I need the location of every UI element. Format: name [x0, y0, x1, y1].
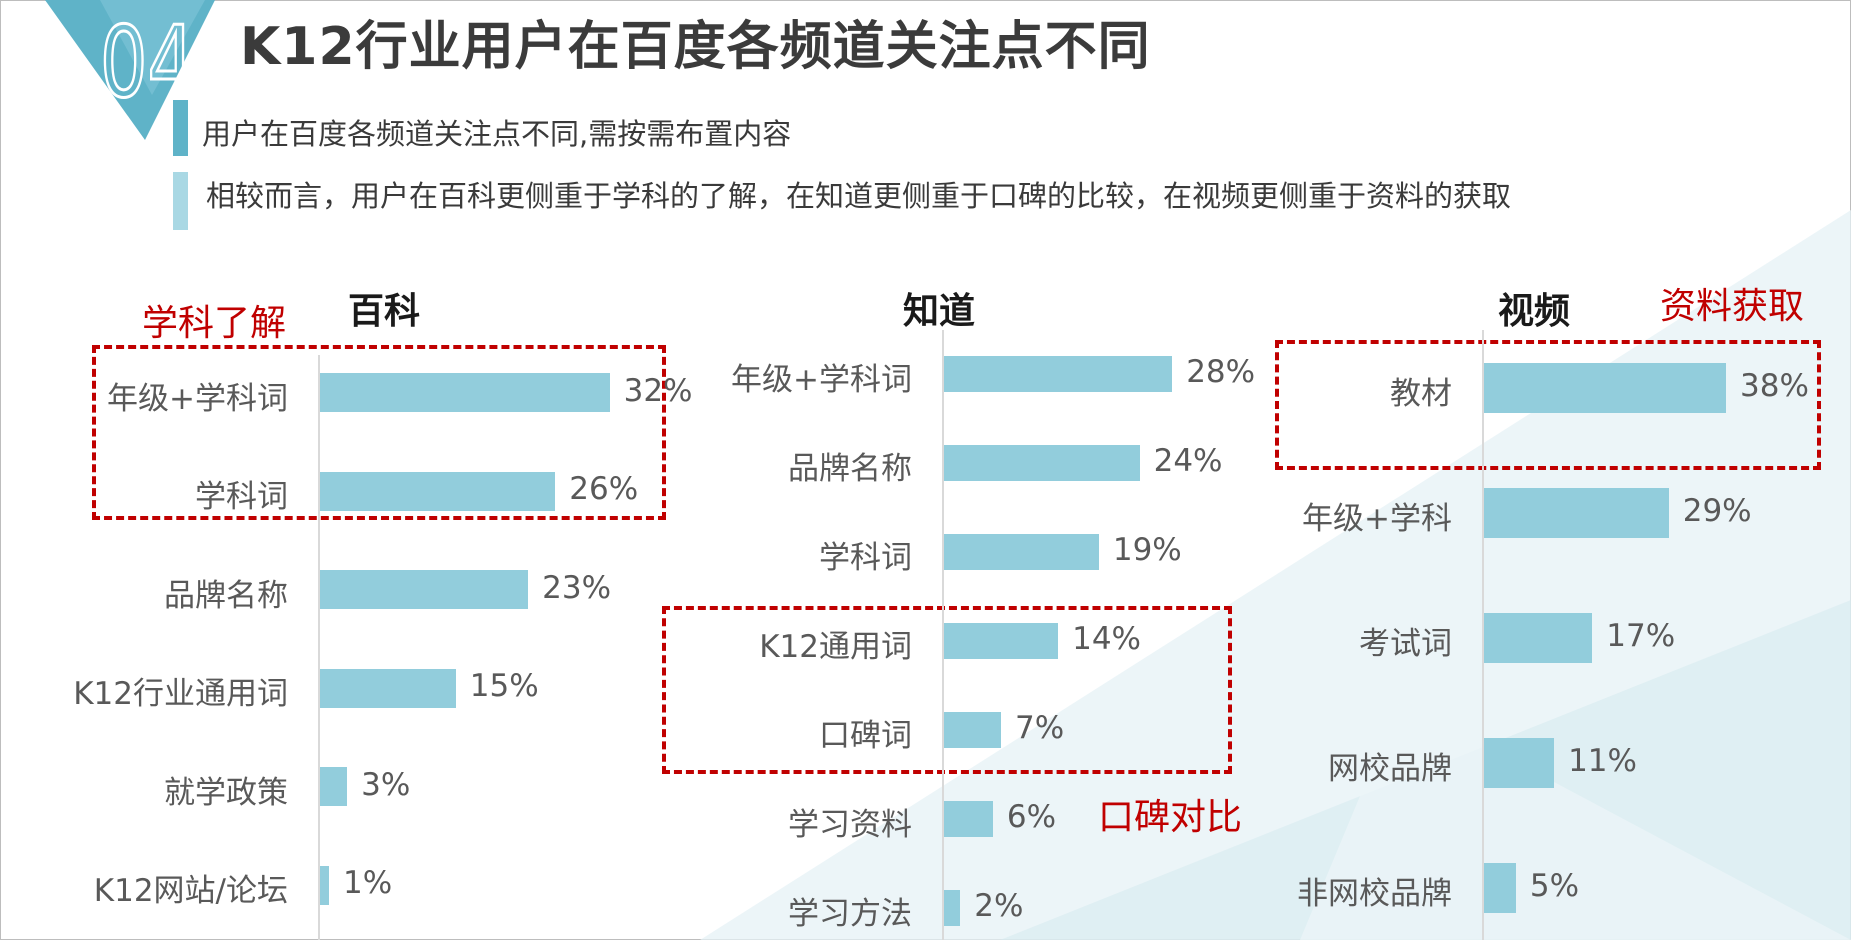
subtitle-1-marker: [173, 100, 188, 156]
value-label: 23%: [542, 569, 612, 606]
value-label: 1%: [343, 865, 393, 901]
category-label: 学习方法: [788, 896, 912, 932]
category-label: K12网站/论坛: [93, 873, 288, 909]
category-label: 品牌名称: [164, 577, 288, 614]
axis-line-shipin: [1482, 330, 1484, 940]
category-label: 学科词: [819, 540, 912, 576]
value-label: 3%: [361, 766, 411, 803]
value-label: 32%: [623, 372, 693, 409]
axis-line-baike: [318, 355, 320, 940]
value-label: 5%: [1529, 868, 1580, 904]
category-label: 学科词: [195, 479, 288, 515]
bar-shipin: [1484, 738, 1555, 788]
bar-zhidao: [944, 356, 1173, 392]
value-label: 2%: [974, 888, 1024, 924]
bar-baike: [320, 767, 348, 806]
value-label: 26%: [569, 471, 639, 507]
category-label: 年级+学科词: [731, 362, 912, 398]
bar-zhidao: [944, 623, 1059, 659]
bar-baike: [320, 570, 529, 609]
value-label: 6%: [1006, 799, 1057, 835]
value-label: 28%: [1186, 354, 1256, 390]
value-label: 7%: [1015, 710, 1065, 746]
category-label: 教材: [1390, 376, 1452, 412]
category-label: 学习资料: [788, 807, 912, 843]
category-label: K12行业通用词: [73, 676, 288, 712]
value-label: 19%: [1112, 532, 1182, 568]
bar-zhidao: [944, 712, 1002, 748]
page-title: K12行业用户在百度各频道关注点不同: [240, 17, 1151, 77]
bar-zhidao: [944, 534, 1099, 570]
bar-baike: [320, 471, 556, 511]
highlight-box-zhidao: [662, 606, 1232, 774]
category-label: 口碑词: [819, 718, 912, 754]
bar-zhidao: [944, 445, 1140, 481]
value-label: 14%: [1072, 621, 1141, 657]
value-label: 29%: [1682, 493, 1752, 529]
category-label: 网校品牌: [1328, 751, 1452, 787]
category-label: 考试词: [1359, 626, 1452, 662]
category-label: 品牌名称: [788, 451, 912, 487]
category-label: 就学政策: [164, 774, 288, 811]
callout-baike: 学科了解: [142, 303, 287, 344]
bar-baike: [320, 373, 610, 412]
callout-shipin: 资料获取: [1660, 286, 1805, 327]
highlight-box-shipin: [1275, 340, 1821, 470]
chart-title-zhidao: 知道: [903, 291, 976, 332]
bg-stripe-light: [1300, 700, 1851, 940]
value-label: 38%: [1740, 368, 1809, 404]
bar-shipin: [1484, 863, 1516, 913]
subtitle-1: 用户在百度各频道关注点不同,需按需布置内容: [202, 117, 792, 151]
subtitle-2-marker: [173, 172, 188, 230]
category-label: 非网校品牌: [1297, 876, 1452, 912]
highlight-box-baike: [92, 345, 666, 520]
category-label: 年级+学科词: [107, 380, 288, 417]
bar-shipin: [1484, 488, 1669, 538]
chart-title-baike: 百科: [348, 291, 421, 332]
bar-shipin: [1484, 363, 1727, 413]
chart-title-shipin: 视频: [1498, 291, 1571, 332]
bar-zhidao: [944, 801, 993, 837]
section-triangle-inner: [100, 0, 205, 95]
subtitle-2: 相较而言，用户在百科更侧重于学科的了解，在知道更侧重于口碑的比较，在视频更侧重于…: [206, 179, 1512, 213]
value-label: 17%: [1606, 618, 1676, 654]
value-label: 24%: [1153, 443, 1223, 479]
category-label: K12通用词: [759, 629, 912, 665]
bar-shipin: [1484, 613, 1593, 663]
callout-zhidao: 口碑对比: [1098, 797, 1243, 838]
value-label: 11%: [1568, 743, 1637, 779]
bar-baike: [320, 668, 456, 708]
axis-line-zhidao: [942, 330, 944, 940]
value-label: 15%: [469, 668, 539, 704]
bar-zhidao: [944, 890, 961, 926]
category-label: 年级+学科: [1302, 501, 1452, 537]
bar-baike: [320, 865, 330, 905]
